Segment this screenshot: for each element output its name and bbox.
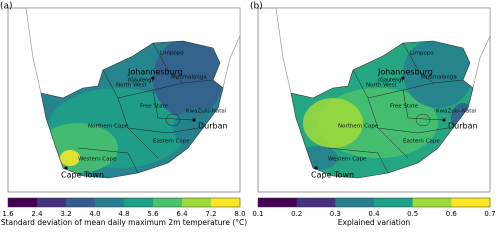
province-label: North West [116,83,147,89]
colorbar-tick-label: 4.8 [118,210,129,218]
colorbar-tick-label: 2.4 [31,210,43,218]
colorbar-tick-label: 3.2 [60,210,71,218]
colorbar-cell [451,198,491,207]
country-outline [40,40,224,179]
place-label: Johannesburg [127,68,183,77]
province-border [77,147,139,174]
province-label: KwaZulu-Natal [436,109,477,115]
colorbar-frame [7,197,241,208]
city-marker [401,76,405,80]
province-label: Limpopo [410,51,434,57]
province-label: KwaZulu-Natal [186,109,227,115]
map-panel: Limpopo North West Mpumalanga Free State Kwa… [7,7,241,193]
colorbar-cell [37,198,67,207]
colorbar-label: Explained variation [338,218,411,227]
colorbar-cell [296,198,336,207]
colorbar-tick-label: 0.2 [291,210,302,218]
colorbar-tick-label: 0.1 [252,210,263,218]
city-marker [192,118,196,122]
province-border [327,147,389,174]
city-marker [151,76,155,80]
place-label: (Gauteng) [128,78,153,84]
colorbar-tick-label: 6.4 [176,210,188,218]
map-panel: Limpopo North West Mpumalanga Free State Kwa… [257,7,491,193]
city-marker [314,166,318,170]
colorbar-tick-label: 7.2 [205,210,216,218]
country-outline [290,40,474,179]
province-label: Eastern Cape [403,139,440,145]
colorbar-tick-label: 4.0 [89,210,100,218]
colorbar-tick-label: 1.6 [2,210,14,218]
colorbar-cell [374,198,413,207]
colorbar-label: Standard deviation of mean daily maximum… [1,218,247,227]
province-label: Eastern Cape [153,139,190,145]
province-border [152,89,194,121]
lesotho [415,113,431,127]
place-label: Johannesburg [377,68,433,77]
province-border [117,79,214,99]
panel-label: (a) [0,2,13,12]
colorbar-cell [153,198,183,207]
colorbar-cell [8,198,38,207]
colorbar-cell [335,198,375,207]
place-label: Cape Town [61,171,104,180]
colorbar-cell [258,198,297,207]
province-border [377,127,449,134]
province-label: Mpumalanga [421,75,457,81]
colorbar-cell [412,198,452,207]
value-patch [303,98,363,148]
colorbar-tick-label: 0.6 [446,210,458,218]
colorbar-tick-label: 5.6 [147,210,159,218]
province-label: Mpumalanga [171,75,207,81]
province-border [402,89,444,121]
panel-label: (b) [250,2,263,12]
place-label: Durban [448,122,478,131]
colorbar-tick-label: 8.0 [234,210,245,218]
colorbar-cell [182,198,212,207]
lesotho [165,113,181,127]
province-label: Northern Cape [88,124,129,130]
colorbar-tick-label: 0.7 [484,210,495,218]
province-label: Northern Cape [338,124,379,130]
colorbar-frame [257,197,491,208]
place-label: (Gauteng) [378,78,403,84]
city-marker [442,118,446,122]
city-marker [64,166,68,170]
province-border [402,42,434,84]
province-border [102,69,159,159]
province-border [152,42,184,84]
colorbar-cell [66,198,96,207]
province-border [127,127,199,134]
value-patch [403,41,473,108]
place-label: Cape Town [311,171,354,180]
province-label: Free State [390,104,419,110]
province-label: Western Cape [328,157,367,163]
colorbar-cell [124,198,154,207]
province-label: Limpopo [160,51,184,57]
value-patch [60,150,80,166]
colorbar-cell [211,198,241,207]
colorbar-cell [95,198,125,207]
colorbar-tick-label: 0.3 [330,210,341,218]
province-border [352,69,409,159]
province-label: Free State [140,104,169,110]
province-label: Western Cape [78,157,117,163]
place-label: Durban [198,122,228,131]
value-patch [153,41,223,118]
province-label: North West [366,83,397,89]
colorbar-tick-label: 0.5 [407,210,418,218]
province-border [367,79,464,99]
colorbar-tick-label: 0.4 [368,210,380,218]
figure: Limpopo North West Mpumalanga Free State Kwa… [0,2,496,228]
